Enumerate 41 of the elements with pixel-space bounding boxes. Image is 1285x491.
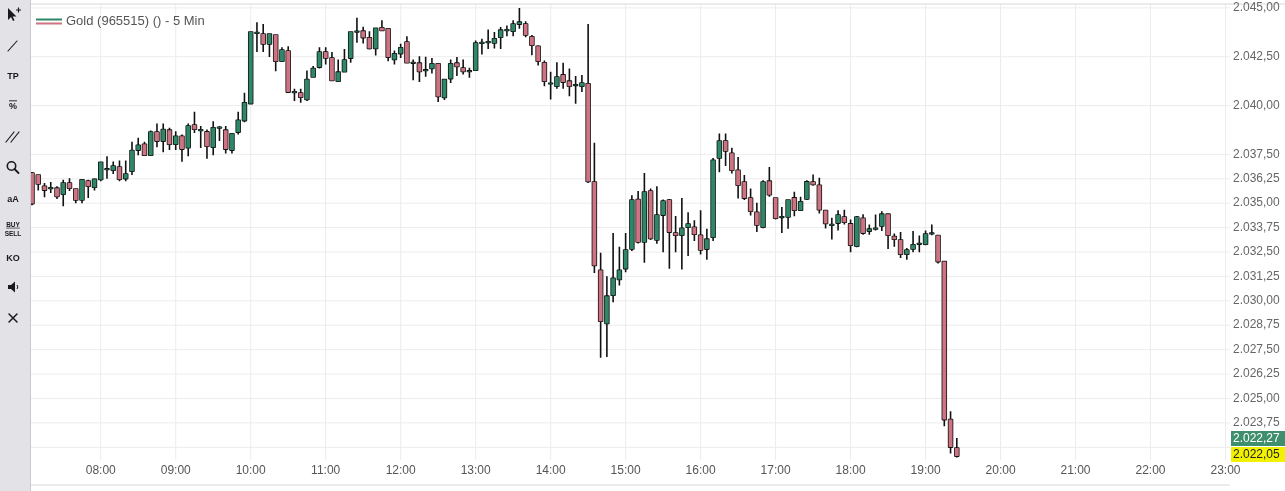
x-tick-label: 13:00: [460, 463, 491, 478]
legend-label: Gold (965515) () - 5 Min: [66, 13, 205, 29]
candlestick: [829, 217, 835, 241]
y-tick-label: 2.031,25: [1233, 268, 1281, 283]
x-tick-label: 09:00: [160, 463, 192, 478]
text: aA: [7, 194, 20, 205]
text: 2.022,05: [1233, 446, 1281, 461]
y-tick-label: 2.030,00: [1233, 293, 1281, 308]
y-tick-label: 2.035,00: [1233, 195, 1281, 210]
y-tick-label: 2.028,75: [1233, 317, 1281, 332]
x-tick-label: 20:00: [985, 463, 1016, 478]
y-tick-label: 2.040,00: [1233, 97, 1281, 112]
candlestick: [710, 157, 716, 242]
x-tick-label: 11:00: [311, 463, 341, 478]
x-tick-label: 18:00: [835, 463, 866, 478]
x-tick-label: 17:00: [760, 463, 791, 478]
x-tick-label: 15:00: [610, 463, 641, 478]
y-tick-label: 2.023,75: [1233, 415, 1281, 430]
x-tick-label: 21:00: [1060, 463, 1091, 478]
y-tick-label: 2.037,50: [1233, 146, 1281, 161]
text: TP: [7, 71, 19, 82]
y-tick-label: 2.045,00: [1233, 0, 1281, 15]
y-tick-label: 2.042,50: [1233, 48, 1281, 63]
x-tick-label: 08:00: [85, 463, 117, 478]
x-tick-label: 16:00: [685, 463, 716, 478]
x-tick-label: 10:00: [235, 463, 267, 478]
y-tick-label: 2.033,75: [1233, 219, 1281, 234]
text: %: [8, 101, 18, 112]
text: KO: [6, 253, 20, 264]
x-tick-label: 14:00: [535, 463, 566, 478]
x-tick-label: 12:00: [385, 463, 417, 478]
candlestick: [310, 65, 316, 79]
y-tick-label: 2.027,50: [1233, 341, 1281, 356]
text: 2.022,27: [1233, 430, 1281, 445]
y-tick-label: 2.026,25: [1233, 366, 1281, 381]
y-tick-label: 2.025,00: [1233, 390, 1281, 405]
y-tick-label: 2.036,25: [1233, 170, 1281, 185]
y-tick-label: 2.032,50: [1233, 244, 1281, 259]
x-tick-label: 23:00: [1210, 463, 1241, 478]
x-tick-label: 19:00: [910, 463, 941, 478]
x-tick-label: 22:00: [1135, 463, 1166, 478]
